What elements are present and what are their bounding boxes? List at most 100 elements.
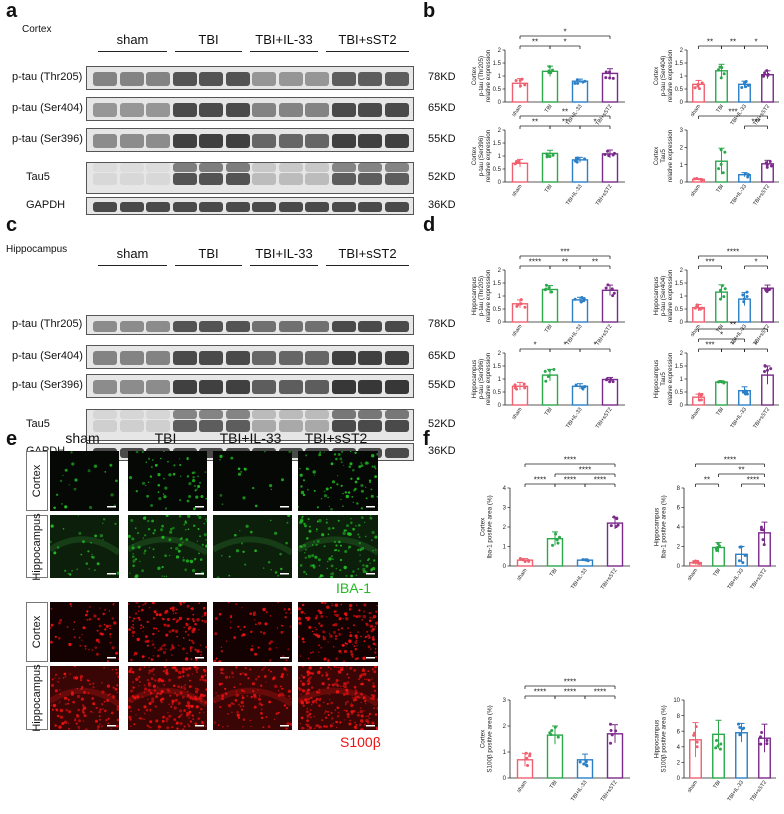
data-point: [526, 763, 530, 767]
blot-band: [278, 380, 303, 394]
data-point: [607, 154, 611, 158]
data-point: [521, 558, 525, 562]
y-tick-label: 2: [680, 48, 684, 54]
data-point: [515, 387, 519, 391]
data-point: [761, 528, 765, 532]
chart-d-7: 0 0.5 1 1.5 2 HippocampusTau5relative express…: [653, 321, 779, 430]
data-point: [720, 284, 724, 288]
data-point: [761, 538, 765, 542]
data-point: [716, 68, 720, 72]
micrograph-panel: sham TBI TBI+IL-33 TBI+sST2 Cortex Hippocampu…: [0, 430, 420, 814]
y-tick-label: 0.5: [675, 307, 684, 313]
blot-strip: [86, 374, 414, 398]
data-point: [556, 541, 560, 545]
blot-band: [384, 351, 409, 365]
data-point: [693, 177, 697, 181]
sig-label: ****: [747, 476, 759, 485]
data-point: [523, 83, 527, 87]
data-point: [693, 731, 697, 735]
blot-band: [119, 351, 144, 365]
data-point: [763, 370, 767, 374]
x-tick-label: TBI+sST2: [752, 184, 771, 207]
micrograph-image: [128, 666, 207, 730]
data-point: [719, 162, 723, 166]
x-tick-label: TBI: [544, 324, 554, 334]
data-point: [746, 83, 750, 87]
data-point: [768, 160, 772, 164]
blot-kd-label: 36KD: [428, 445, 456, 457]
data-point: [558, 535, 562, 539]
sig-label: *: [720, 331, 723, 340]
blot-band: [172, 163, 197, 173]
data-point: [723, 150, 727, 154]
data-point: [695, 303, 699, 307]
blot-group-line-3: [326, 51, 409, 52]
blot-band: [93, 72, 117, 86]
data-point: [543, 369, 547, 373]
data-point: [718, 288, 722, 292]
blot-band: [305, 173, 329, 185]
data-point: [522, 382, 526, 386]
blot-band: [331, 410, 356, 420]
data-point: [525, 756, 529, 760]
blot-band: [331, 173, 356, 185]
blot-band: [199, 103, 223, 117]
sig-label: ****: [534, 476, 546, 485]
micrograph-image: [128, 451, 207, 511]
blot-band: [225, 103, 250, 117]
data-point: [763, 71, 767, 75]
data-point: [719, 742, 723, 746]
data-point: [765, 368, 769, 372]
bar: [541, 288, 559, 323]
data-point: [762, 74, 766, 78]
data-point: [741, 293, 745, 297]
sig-label: ****: [579, 466, 591, 475]
y-tick-label: 1.5: [493, 61, 502, 67]
data-point: [609, 729, 613, 733]
data-point: [585, 764, 589, 768]
blot-band: [358, 351, 382, 365]
sig-label: **: [532, 118, 538, 127]
y-tick-label: 1: [680, 163, 684, 169]
blot-band: [358, 320, 382, 332]
y-axis-label: HippocampusS100β positive area (%): [653, 705, 667, 772]
micro-region-label: Hippocampus: [26, 664, 48, 732]
panel-label-c: c: [6, 214, 18, 236]
y-axis-label: HippocampusTau5relative expression: [653, 352, 674, 405]
blot-band: [358, 202, 382, 212]
blot-kd-label: 78KD: [428, 318, 456, 330]
blot-band: [278, 103, 303, 117]
sig-label: ****: [594, 476, 606, 485]
blot-band: [172, 410, 197, 420]
blot-strip: [86, 128, 414, 152]
chart-f-9: 0 2 4 6 8 HippocampusIba-1 positive area (%) s…: [653, 456, 776, 591]
y-tick-label: 1: [680, 377, 684, 383]
data-point: [608, 380, 612, 384]
data-point: [763, 364, 767, 368]
blot-group-label-2: TBI+IL-33: [255, 246, 313, 261]
sig-label: *: [563, 28, 566, 37]
chart-d-4: 0 0.5 1 1.5 2 Hippocampusp-tau (Thr205)relati…: [471, 248, 625, 347]
data-point: [720, 66, 724, 70]
blot-kd-label: 52KD: [428, 418, 456, 430]
y-tick-label: 2: [677, 761, 681, 767]
chart-d-5: 0 0.5 1 1.5 2 Hippocampusp-tau (Ser404)relati…: [653, 248, 779, 347]
micro-group-label-1: TBI: [154, 430, 177, 446]
blot-group-line-3: [326, 265, 409, 266]
blot-band: [93, 380, 117, 394]
blot-band: [384, 202, 409, 212]
data-point: [606, 283, 610, 287]
y-axis-label: Hippocampusp-tau (Thr205)relative expres…: [471, 269, 492, 322]
data-point: [523, 305, 527, 309]
blot-band: [331, 420, 356, 432]
bar: [571, 159, 589, 183]
y-tick-label: 2: [498, 351, 502, 357]
blot-band: [93, 410, 117, 420]
x-tick-label: TBI: [544, 104, 554, 114]
chart-f-10: 0 1 2 3 CortexS100β positive area (%) sham TBI…: [479, 678, 630, 803]
y-tick-label: 1.5: [675, 61, 684, 67]
sig-label: ****: [564, 476, 576, 485]
y-tick-label: 2: [680, 268, 684, 274]
data-point: [738, 545, 742, 549]
blot-band: [252, 163, 276, 173]
